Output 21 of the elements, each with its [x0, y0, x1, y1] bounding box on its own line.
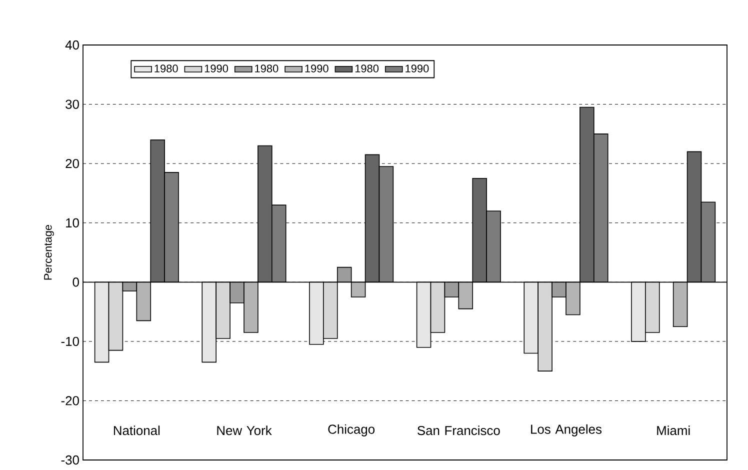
y-tick-label: 0 — [72, 278, 79, 287]
y-tick-label: -30 — [61, 455, 79, 465]
x-tick-label: Miami — [657, 426, 690, 436]
legend-label: 1990 — [406, 64, 429, 72]
y-tick-label: -20 — [61, 396, 79, 406]
legend-label: 1990 — [204, 64, 228, 72]
y-tick-label: 10 — [66, 218, 79, 228]
legend-label: 1980 — [255, 64, 278, 72]
x-tick-label: Los Angeles — [531, 424, 602, 436]
x-tick-label: National — [114, 426, 160, 436]
legend-label: 1980 — [154, 64, 178, 72]
legend-label: 1990 — [305, 64, 328, 72]
y-tick-label: 40 — [65, 40, 79, 50]
y-tick-label: -10 — [61, 336, 79, 346]
y-tick-label: 20 — [66, 158, 79, 168]
x-tick-label: Chicago — [328, 424, 375, 436]
x-tick-label: New York — [217, 426, 272, 436]
legend-label: 1980 — [355, 64, 379, 72]
x-tick-label: San Francisco — [418, 426, 500, 436]
y-tick-label: 30 — [66, 100, 79, 109]
y-axis-title: Percentage — [44, 224, 54, 280]
